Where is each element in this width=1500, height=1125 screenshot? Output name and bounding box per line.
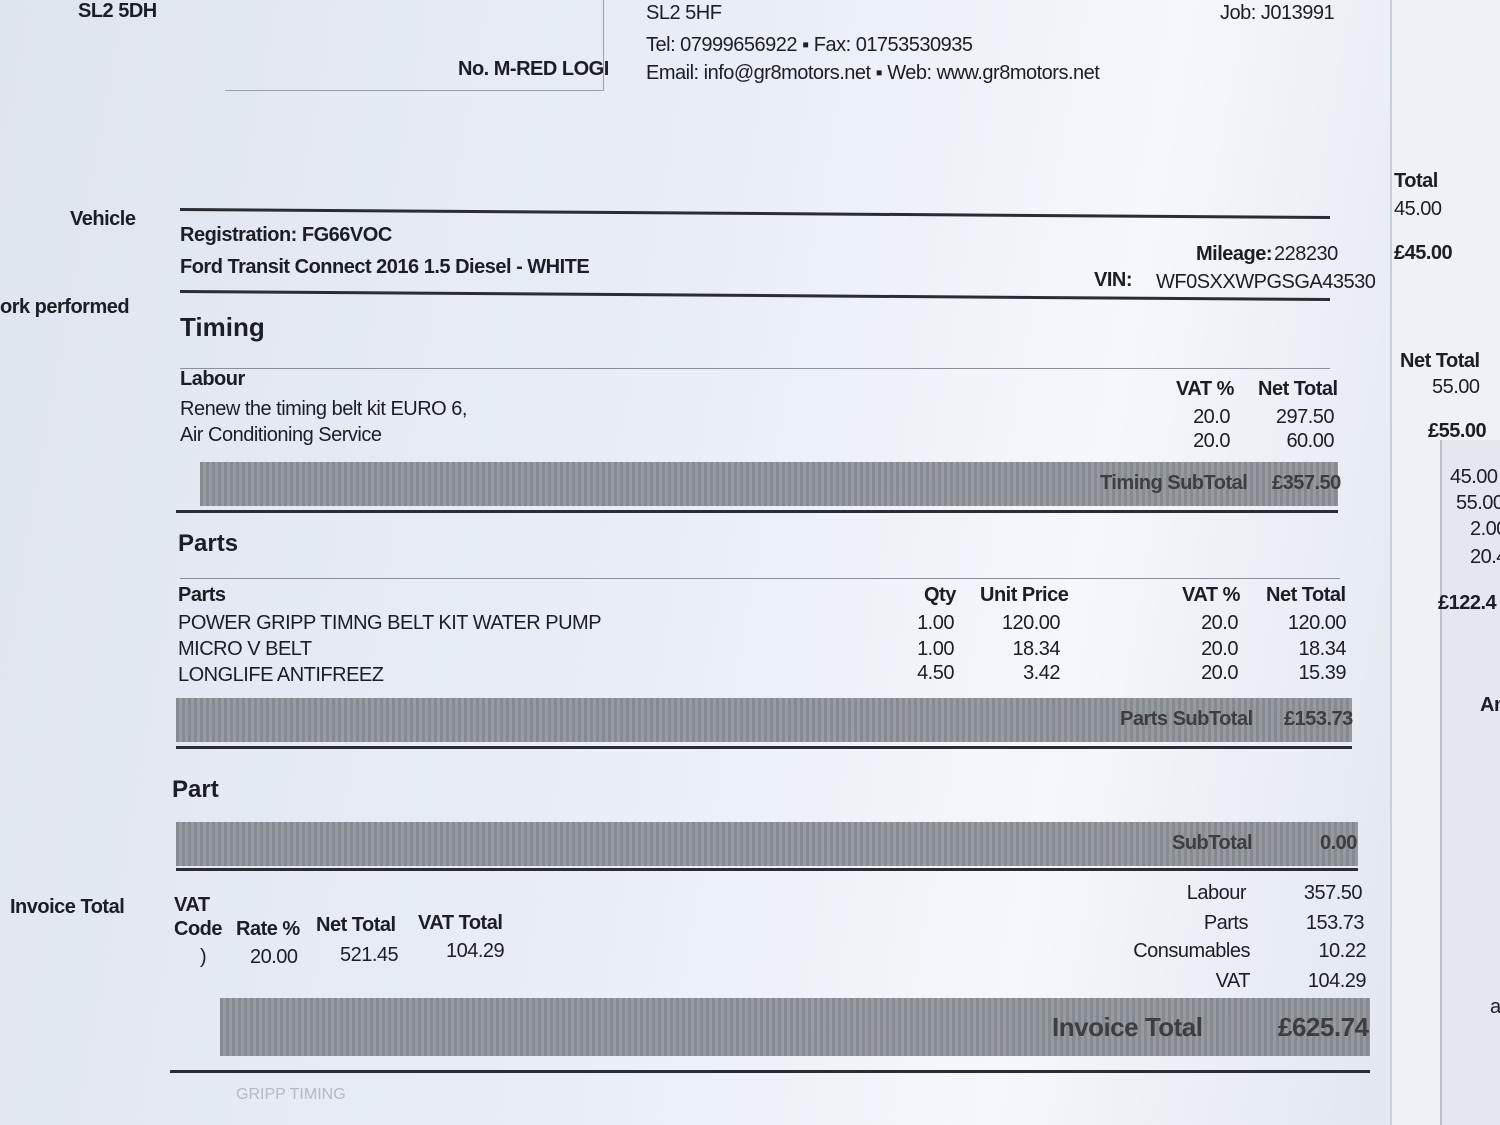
vat-col-rate: Rate % — [236, 918, 300, 940]
labour-net: 297.50 — [1275, 406, 1335, 428]
summary-label: Consumables — [1133, 940, 1250, 962]
faded-footer-text: GRIPP TIMING — [236, 1086, 346, 1103]
invoice-total-bar: Invoice Total £625.74 — [220, 998, 1370, 1056]
divider — [170, 1070, 1370, 1073]
job-number: Job: J013991 — [1220, 2, 1335, 24]
garage-postcode: SL2 5HF — [646, 2, 722, 24]
labour-header: Labour — [180, 368, 245, 390]
vat-total: 104.29 — [446, 940, 505, 962]
vat-rate: 20.00 — [250, 946, 298, 968]
subtotal-label: Timing SubTotal — [1100, 472, 1248, 494]
side-list-item: 45.00 — [1450, 466, 1498, 488]
side-list-item: 20.4 — [1470, 546, 1500, 568]
vat-net: 521.45 — [340, 944, 399, 966]
part-net: 18.34 — [1298, 638, 1346, 660]
subtotal-value: £153.73 — [1284, 708, 1353, 730]
invoice-section-label: Invoice Total — [10, 896, 125, 918]
parts-subtotal-bar: Parts SubTotal £153.73 — [176, 698, 1353, 742]
labour-desc: Air Conditioning Service — [180, 424, 382, 446]
parts-title: Parts — [178, 530, 239, 557]
mileage-label: Mileage: — [1196, 243, 1273, 265]
part-subtotal-bar: SubTotal 0.00 — [176, 822, 1358, 866]
side-fragment: ay — [1490, 996, 1500, 1018]
divider — [180, 578, 1340, 579]
subtotal-label: SubTotal — [1172, 832, 1253, 854]
labour-desc: Renew the timing belt kit EURO 6, — [180, 398, 467, 420]
customer-box — [225, 0, 604, 91]
side-value: 55.00 — [1432, 376, 1480, 398]
vat-code: ) — [200, 946, 207, 968]
part-unit: 3.42 — [1023, 662, 1060, 684]
summary-label: VAT — [1215, 970, 1251, 992]
net-header: Net Total — [1258, 378, 1338, 400]
vin-label: VIN: — [1094, 269, 1133, 291]
divider — [180, 368, 1330, 369]
part-unit: 18.34 — [1012, 638, 1060, 660]
mileage-value: 228230 — [1274, 243, 1338, 265]
subtotal-value: £357.50 — [1272, 472, 1341, 494]
divider — [176, 746, 1352, 749]
part-net: 120.00 — [1287, 612, 1347, 634]
summary-label: Parts — [1203, 912, 1249, 934]
side-value-total: £55.00 — [1428, 420, 1487, 442]
side-fragment: An — [1480, 694, 1500, 716]
subtotal-value: 0.00 — [1320, 832, 1357, 854]
registration: Registration: FG66VOC — [180, 224, 392, 246]
side-value-total: £45.00 — [1394, 242, 1453, 264]
part-section-title: Part — [172, 776, 219, 803]
timing-subtotal-bar: Timing SubTotal £357.50 — [200, 462, 1341, 506]
vin-value: WF0SXXWPGSGA43530 — [1156, 271, 1376, 293]
subtotal-label: Parts SubTotal — [1120, 708, 1253, 730]
side-value: 45.00 — [1394, 198, 1442, 220]
part-desc: LONGLIFE ANTIFREEZ — [178, 664, 384, 686]
vehicle-section-label: Vehicle — [70, 208, 136, 230]
underlying-sheet-2: 45.00 55.00 2.00 20.4 £122.4 An ay — [1438, 440, 1500, 1125]
divider — [176, 510, 1338, 513]
summary-value: 104.29 — [1307, 970, 1367, 992]
parts-col-net: Net Total — [1266, 584, 1346, 606]
divider — [176, 868, 1358, 871]
parts-col-vat: VAT % — [1182, 584, 1240, 606]
part-desc: POWER GRIPP TIMNG BELT KIT WATER PUMP — [178, 612, 602, 634]
side-net-header: Net Total — [1400, 350, 1480, 372]
part-vat: 20.0 — [1201, 662, 1238, 684]
vat-col-vat: VAT Total — [418, 912, 503, 934]
labour-vat: 20.0 — [1193, 406, 1230, 428]
part-qty: 1.00 — [917, 638, 954, 660]
divider — [180, 207, 1330, 220]
summary-value: 357.50 — [1303, 882, 1363, 904]
part-net: 15.39 — [1298, 662, 1346, 684]
garage-tel-fax: Tel: 07999656922 ▪ Fax: 01753530935 — [646, 34, 973, 56]
part-vat: 20.0 — [1201, 612, 1238, 634]
parts-col-desc: Parts — [178, 584, 226, 606]
side-list-item: 55.00 — [1456, 492, 1500, 514]
labour-vat: 20.0 — [1193, 430, 1230, 452]
vat-label: VAT — [174, 894, 210, 916]
garage-email-web: Email: info@gr8motors.net ▪ Web: www.gr8… — [646, 62, 1100, 84]
side-list-item: 2.00 — [1470, 518, 1500, 540]
parts-col-qty: Qty — [924, 584, 956, 606]
vat-header: VAT % — [1176, 378, 1234, 400]
order-number: No. M-RED LOGI — [458, 58, 609, 80]
part-qty: 1.00 — [917, 612, 954, 634]
summary-value: 10.22 — [1318, 940, 1366, 962]
part-unit: 120.00 — [1001, 612, 1061, 634]
vat-col-code: Code — [174, 918, 223, 940]
vehicle-description: Ford Transit Connect 2016 1.5 Diesel - W… — [180, 256, 590, 278]
parts-col-unit: Unit Price — [980, 584, 1069, 606]
customer-postcode: SL2 5DH — [78, 0, 157, 22]
summary-label: Labour — [1186, 882, 1247, 904]
invoice-total-label: Invoice Total — [1052, 1012, 1203, 1042]
part-qty: 4.50 — [917, 662, 954, 684]
part-vat: 20.0 — [1201, 638, 1238, 660]
work-title: Timing — [180, 312, 265, 342]
work-section-label: ork performed — [0, 296, 130, 318]
side-grand-total: £122.4 — [1438, 592, 1497, 614]
part-desc: MICRO V BELT — [178, 638, 312, 660]
invoice-total-value: £625.74 — [1278, 1012, 1369, 1042]
labour-net: 60.00 — [1286, 430, 1334, 452]
vat-col-net: Net Total — [316, 914, 396, 936]
side-total-header: Total — [1394, 170, 1438, 192]
summary-value: 153.73 — [1305, 912, 1365, 934]
